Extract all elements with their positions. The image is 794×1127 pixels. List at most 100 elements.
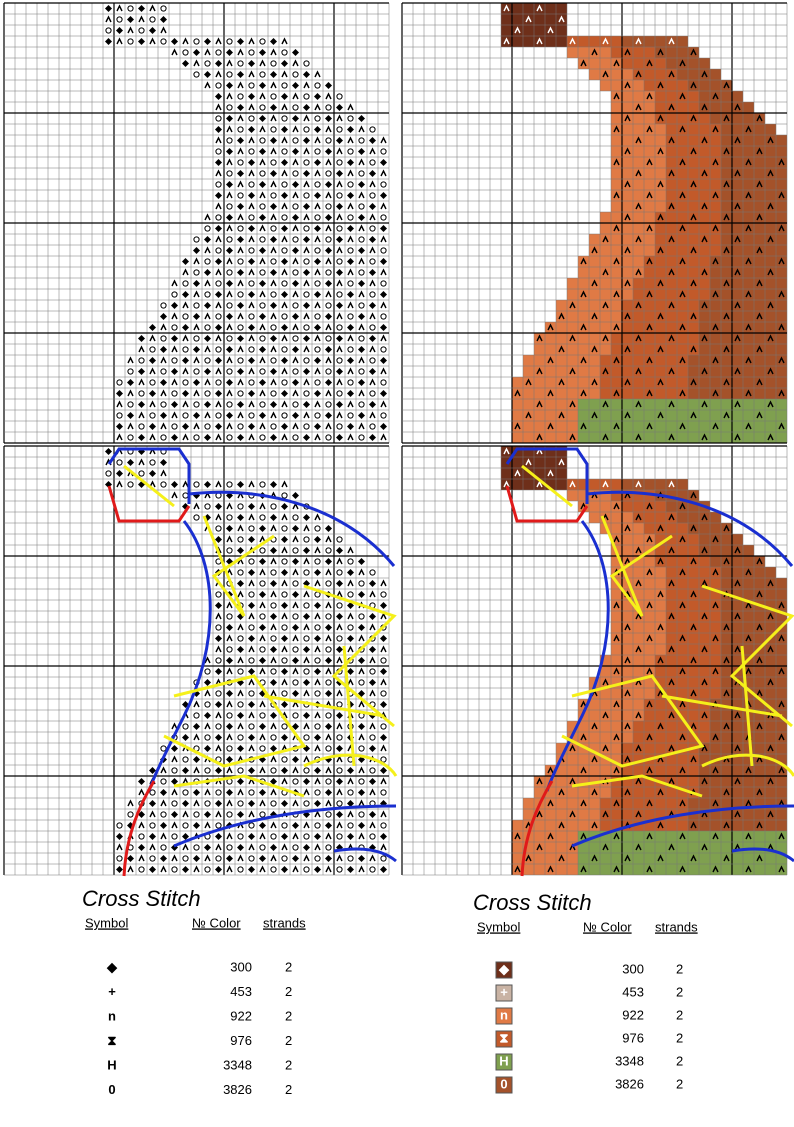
stitch-symbol: [558, 788, 565, 796]
stitch-symbol: [303, 180, 310, 188]
stitch-symbol: [270, 844, 277, 851]
stitch-symbol: [281, 181, 288, 188]
stitch-cell: [611, 377, 622, 388]
stitch-symbol: [259, 844, 266, 851]
stitch-cell: [512, 25, 523, 36]
stitch-symbol: [314, 301, 321, 309]
stitch-symbol: [690, 279, 697, 287]
stitch-cell: [644, 432, 655, 443]
stitch-symbol: [303, 368, 310, 375]
stitch-cell: [721, 732, 732, 743]
stitch-symbol: [580, 59, 587, 67]
stitch-cell: [633, 355, 644, 366]
stitch-cell: [633, 47, 644, 58]
stitch-cell: [765, 300, 776, 311]
stitch-cell: [776, 699, 787, 710]
stitch-cell: [677, 432, 688, 443]
stitch-symbol: [325, 389, 332, 397]
stitch-cell: [622, 245, 633, 256]
stitch-symbol: [237, 590, 244, 598]
stitch-cell: [633, 567, 644, 578]
stitch-symbol: [712, 568, 719, 576]
stitch-cell: [721, 567, 732, 578]
stitch-symbol: [116, 379, 123, 386]
column-header: Symbol: [85, 915, 128, 930]
stitch-symbol: [292, 723, 299, 730]
stitch-symbol: [303, 602, 310, 609]
stitch-cell: [677, 578, 688, 589]
stitch-cell: [556, 446, 567, 457]
stitch-cell: [754, 157, 765, 168]
stitch-cell: [677, 410, 688, 421]
stitch-cell: [655, 399, 666, 410]
stitch-symbol: [358, 690, 365, 697]
stitch-cell: [754, 245, 765, 256]
stitch-symbol: [690, 246, 697, 254]
stitch-symbol: [215, 37, 222, 45]
stitch-symbol: [303, 722, 310, 730]
stitch-cell: [611, 36, 622, 47]
stitch-symbol: [193, 302, 200, 309]
stitch-symbol: [226, 535, 233, 543]
stitch-cell: [688, 721, 699, 732]
stitch-cell: [754, 831, 765, 842]
stitch-symbol: [259, 700, 266, 708]
stitch-symbol: [171, 434, 178, 441]
stitch-symbol: [679, 422, 686, 430]
stitch-symbol: [248, 346, 255, 353]
stitch-symbol: [303, 656, 310, 664]
stitch-symbol: [657, 213, 664, 221]
stitch-symbol: [281, 313, 288, 320]
stitch-symbol: [756, 345, 763, 353]
stitch-symbol: [624, 656, 631, 664]
stitch-cell: [556, 809, 567, 820]
stitch-symbol: [248, 678, 255, 686]
stitch-cell: [633, 201, 644, 212]
stitch-symbol: [226, 401, 233, 408]
stitch-cell: [699, 190, 710, 201]
stitch-cell: [677, 267, 688, 278]
stitch-symbol: [259, 766, 266, 774]
stitch-cell: [765, 157, 776, 168]
stitch-cell: [523, 355, 534, 366]
stitch-symbol: [613, 422, 620, 430]
stitch-cell: [644, 234, 655, 245]
stitch-symbol: [369, 225, 376, 232]
stitch-cell: [600, 501, 611, 512]
stitch-symbol: [690, 755, 697, 763]
stitch-symbol: [756, 788, 763, 796]
stitch-symbol: [193, 323, 200, 331]
stitch-symbol: [281, 301, 288, 309]
stitch-symbol: [613, 389, 620, 397]
stitch-symbol: [259, 356, 266, 364]
stitch-symbol: [193, 389, 200, 397]
stitch-symbol: [657, 48, 664, 56]
stitch-symbol: [237, 48, 244, 56]
stitch-cell: [710, 831, 721, 842]
stitch-symbol: [569, 301, 576, 309]
stitch-cell: [776, 787, 787, 798]
stitch-cell: [622, 655, 633, 666]
stitch-symbol: [281, 148, 288, 155]
stitch-cell: [644, 311, 655, 322]
stitch-cell: [743, 611, 754, 622]
stitch-symbol: [723, 788, 730, 796]
stitch-cell: [765, 311, 776, 322]
stitch-cell: [556, 311, 567, 322]
strands: 2: [285, 984, 292, 999]
stitch-symbol: [347, 602, 354, 609]
stitch-symbol: [160, 481, 167, 488]
stitch-cell: [721, 677, 732, 688]
stitch-cell: [578, 47, 589, 58]
stitch-cell: [644, 333, 655, 344]
stitch-cell: [600, 853, 611, 864]
stitch-symbol: [215, 313, 222, 320]
stitch-cell: [677, 91, 688, 102]
stitch-symbol: [347, 678, 354, 686]
stitch-symbol: [380, 214, 387, 221]
stitch-cell: [655, 567, 666, 578]
stitch-symbol: [380, 810, 387, 818]
stitch-symbol: [116, 390, 123, 397]
stitch-symbol: [314, 148, 321, 155]
